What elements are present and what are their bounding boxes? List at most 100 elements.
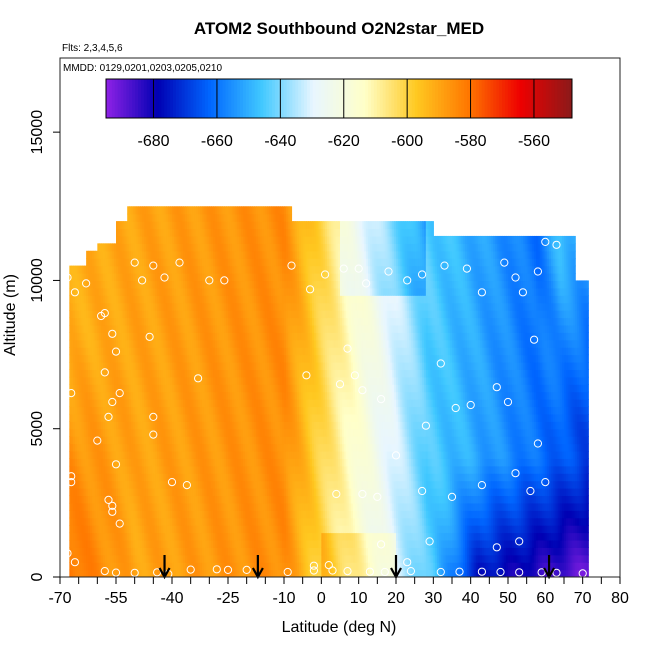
- heatmap-cell: [228, 302, 231, 311]
- heatmap-cell: [203, 547, 207, 556]
- heatmap-cell: [173, 354, 177, 363]
- heatmap-cell: [181, 280, 184, 289]
- heatmap-cell: [214, 339, 218, 348]
- heatmap-cell: [158, 413, 162, 422]
- heatmap-cell: [185, 465, 188, 474]
- heatmap-cell: [218, 302, 222, 311]
- heatmap-cell: [190, 250, 194, 259]
- heatmap-cell: [106, 562, 110, 571]
- heatmap-cell: [102, 525, 106, 534]
- heatmap-cell: [216, 287, 220, 296]
- heatmap-cell: [246, 206, 250, 215]
- heatmap-cell: [235, 539, 238, 548]
- heatmap-cell: [259, 391, 263, 400]
- heatmap-cell: [244, 406, 248, 415]
- heatmap-cell: [93, 384, 97, 393]
- heatmap-cell: [205, 399, 209, 408]
- heatmap-cell: [196, 324, 199, 333]
- heatmap-cell: [259, 450, 263, 459]
- heatmap-cell: [112, 265, 115, 274]
- heatmap-cell: [246, 302, 250, 311]
- heatmap-cell: [106, 458, 110, 467]
- heatmap-cell: [170, 206, 173, 215]
- heatmap-cell: [147, 243, 151, 252]
- heatmap-cell: [209, 302, 212, 311]
- heatmap-cell: [117, 465, 121, 474]
- heatmap-cell: [71, 428, 74, 437]
- heatmap-cell: [132, 265, 136, 274]
- heatmap-cell: [254, 243, 257, 252]
- heatmap-cell: [138, 243, 141, 252]
- heatmap-cell: [175, 525, 179, 534]
- heatmap-cell: [93, 428, 97, 437]
- heatmap-cell: [231, 539, 235, 548]
- heatmap-cell: [86, 510, 89, 519]
- heatmap-cell: [224, 332, 227, 341]
- heatmap-cell: [252, 310, 255, 319]
- heatmap-cell: [179, 302, 182, 311]
- heatmap-cell: [97, 369, 100, 378]
- heatmap-cell: [218, 495, 222, 504]
- heatmap-cell: [205, 480, 209, 489]
- heatmap-cell: [101, 547, 104, 556]
- heatmap-cell: [121, 539, 125, 548]
- heatmap-cell: [138, 206, 141, 215]
- heatmap-cell: [74, 302, 78, 311]
- heatmap-cell: [185, 436, 188, 445]
- heatmap-cell: [181, 250, 184, 259]
- heatmap-cell: [196, 413, 199, 422]
- heatmap-cell: [216, 465, 220, 474]
- heatmap-cell: [88, 376, 91, 385]
- heatmap-cell: [84, 554, 87, 563]
- heatmap-cell: [91, 406, 95, 415]
- heatmap-cell: [207, 562, 210, 571]
- heatmap-cell: [218, 480, 222, 489]
- heatmap-cell: [186, 273, 190, 282]
- heatmap-cell: [86, 265, 89, 274]
- heatmap-cell: [132, 310, 136, 319]
- heatmap-cell: [177, 221, 181, 230]
- heatmap-cell: [88, 562, 91, 571]
- heatmap-cell: [181, 406, 184, 415]
- heatmap-cell: [119, 443, 123, 452]
- heatmap-cell: [183, 428, 186, 437]
- heatmap-cell: [162, 391, 166, 400]
- heatmap-cell: [136, 569, 139, 577]
- heatmap-cell: [257, 547, 261, 556]
- heatmap-cell: [125, 502, 128, 511]
- heatmap-cell: [177, 354, 181, 363]
- heatmap-cell: [101, 302, 104, 311]
- heatmap-cell: [205, 339, 209, 348]
- heatmap-cell: [242, 324, 246, 333]
- heatmap-cell: [175, 473, 179, 482]
- heatmap-cell: [162, 273, 166, 282]
- heatmap-cell: [129, 206, 132, 215]
- heatmap-cell: [228, 473, 231, 482]
- heatmap-cell: [76, 465, 80, 474]
- heatmap-cell: [222, 302, 225, 311]
- heatmap-cell: [205, 347, 209, 356]
- heatmap-cell: [125, 361, 128, 370]
- heatmap-cell: [104, 436, 108, 445]
- heatmap-cell: [250, 369, 253, 378]
- heatmap-cell: [216, 436, 220, 445]
- heatmap-cell: [220, 228, 223, 237]
- heatmap-cell: [74, 295, 78, 304]
- heatmap-cell: [110, 517, 113, 526]
- heatmap-cell: [226, 517, 229, 526]
- heatmap-cell: [147, 465, 151, 474]
- heatmap-cell: [252, 532, 255, 541]
- heatmap-cell: [138, 347, 141, 356]
- heatmap-cell: [213, 221, 216, 230]
- heatmap-cell: [76, 399, 80, 408]
- heatmap-cell: [134, 488, 138, 497]
- heatmap-cell: [153, 569, 156, 577]
- heatmap-cell: [183, 221, 186, 230]
- heatmap-cell: [226, 421, 229, 430]
- heatmap-cell: [80, 450, 83, 459]
- heatmap-cell: [149, 376, 153, 385]
- heatmap-cell: [162, 384, 166, 393]
- heatmap-cell: [224, 280, 227, 289]
- heatmap-cell: [129, 421, 132, 430]
- heatmap-cell: [170, 384, 173, 393]
